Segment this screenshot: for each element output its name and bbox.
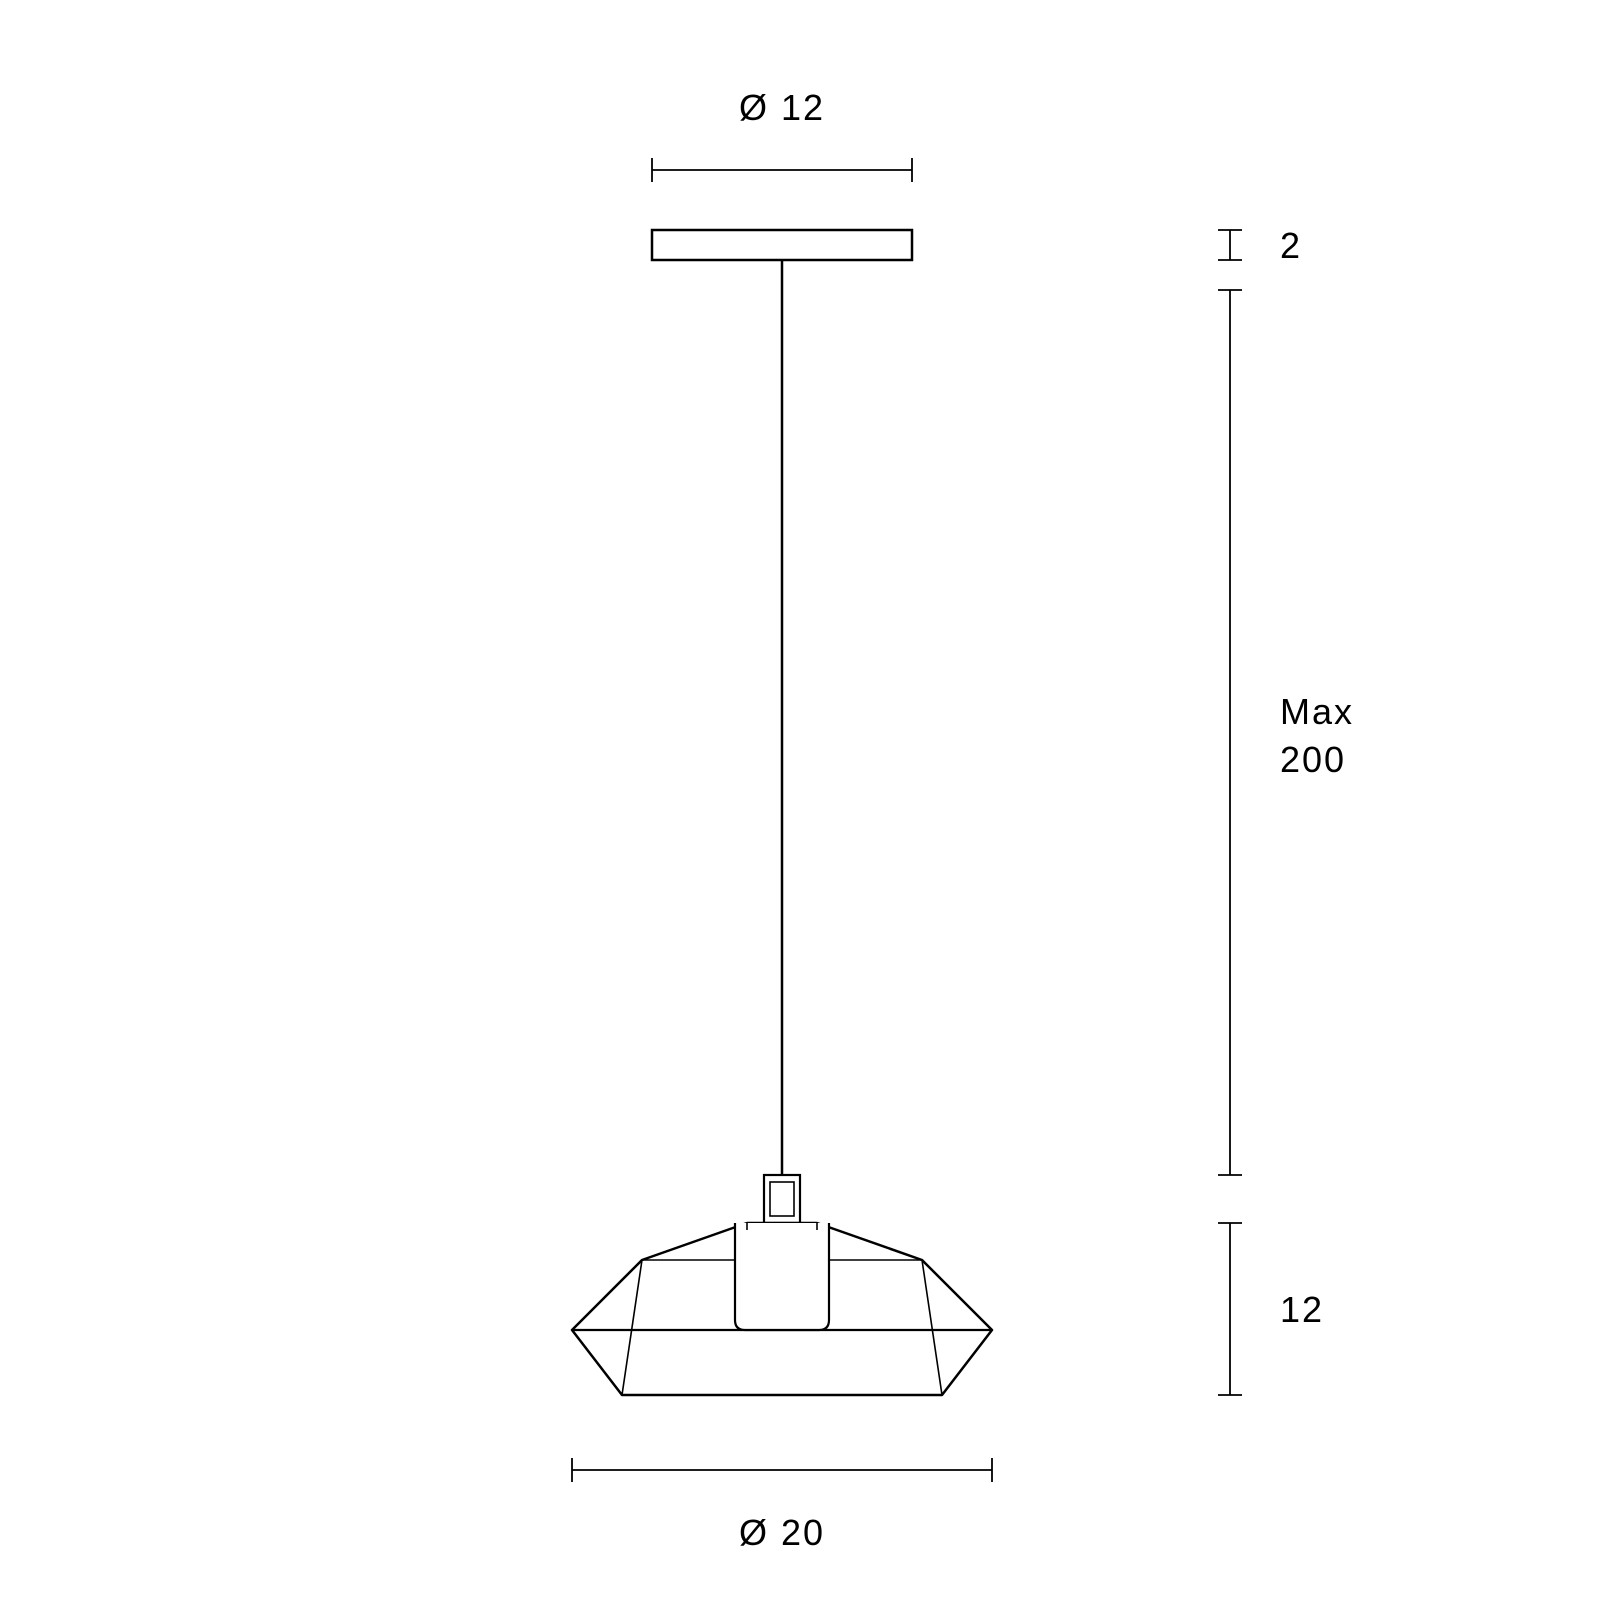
technical-drawing: Ø 12 Ø 20 xyxy=(0,0,1600,1600)
dim-canopy-height: 2 xyxy=(1218,225,1302,266)
dim-cable-length-label-2: 200 xyxy=(1280,739,1346,780)
dim-canopy-height-label: 2 xyxy=(1280,225,1302,266)
lamp-socket xyxy=(764,1175,800,1223)
dim-cable-length: Max 200 xyxy=(1218,290,1354,1175)
dim-canopy-diameter-label: Ø 12 xyxy=(739,87,825,128)
dim-shade-height: 12 xyxy=(1218,1223,1324,1395)
lamp-shade xyxy=(572,1223,992,1395)
dim-shade-diameter-label: Ø 20 xyxy=(739,1512,825,1553)
dim-shade-height-label: 12 xyxy=(1280,1289,1324,1330)
lamp-canopy xyxy=(652,230,912,260)
dim-shade-diameter: Ø 20 xyxy=(572,1458,992,1553)
dim-canopy-diameter: Ø 12 xyxy=(652,87,912,182)
dim-cable-length-label-1: Max xyxy=(1280,691,1354,732)
